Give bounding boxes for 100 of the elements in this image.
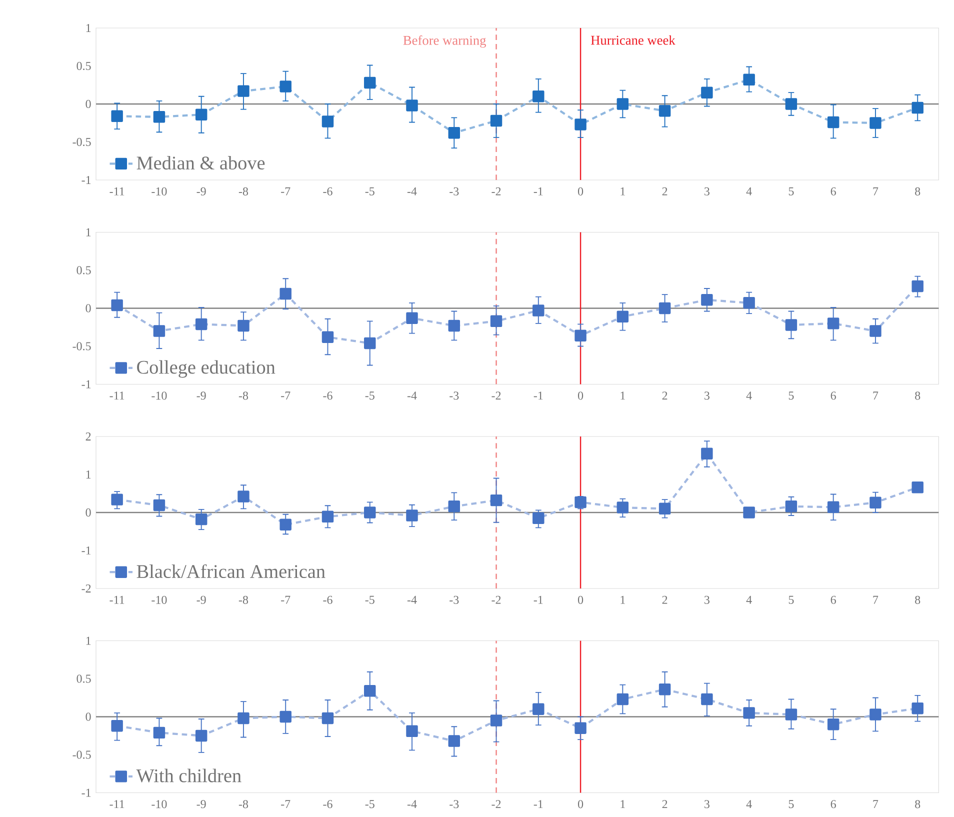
point — [912, 102, 924, 114]
x-tick-label: -2 — [492, 392, 501, 400]
x-tick-label: -11 — [110, 800, 124, 808]
y-tick-label: -0.5 — [72, 750, 91, 759]
point — [195, 318, 208, 330]
point — [322, 510, 334, 523]
x-tick-label: -4 — [407, 392, 417, 400]
x-tick-label: -6 — [323, 187, 332, 196]
x-tick-label: 5 — [788, 800, 794, 808]
legend-label: With children — [136, 768, 242, 782]
y-tick-label: 0 — [86, 712, 91, 721]
point — [658, 502, 671, 515]
x-tick-label: -3 — [450, 392, 459, 400]
legend-label: Median & above — [136, 156, 265, 170]
point — [870, 708, 882, 720]
ref-line-label: Hurricane week — [590, 35, 676, 45]
x-tick-label: 3 — [704, 392, 710, 400]
point — [574, 496, 586, 508]
ref-line-label: Before warning — [403, 35, 486, 48]
point — [238, 85, 250, 97]
x-tick-label: -1 — [534, 392, 543, 400]
y-tick-label: 0.5 — [76, 674, 91, 683]
point — [280, 518, 292, 531]
x-tick-label: 5 — [788, 392, 794, 400]
x-tick-label: 1 — [620, 596, 625, 604]
point — [195, 108, 208, 120]
y-tick-label: 1 — [86, 228, 91, 236]
x-tick-label: -7 — [281, 596, 290, 604]
x-tick-label: -3 — [450, 596, 459, 604]
point — [912, 482, 924, 494]
y-tick-label: 0.5 — [76, 266, 91, 274]
x-tick-label: -10 — [152, 596, 167, 604]
point — [448, 320, 460, 332]
point — [406, 100, 418, 112]
y-tick-label: -1 — [82, 788, 91, 797]
point — [912, 702, 924, 714]
y-tick-label: -1 — [82, 380, 91, 388]
point — [827, 116, 840, 128]
point — [153, 499, 166, 512]
point — [364, 76, 376, 89]
x-tick-label: 2 — [662, 800, 668, 808]
x-tick-label: -3 — [450, 800, 459, 808]
point — [743, 707, 755, 719]
point — [743, 506, 755, 518]
x-tick-label: -10 — [152, 800, 167, 808]
x-tick-label: 3 — [704, 800, 710, 808]
point — [616, 502, 629, 514]
point — [448, 126, 460, 139]
x-tick-label: 0 — [578, 596, 584, 604]
point — [153, 325, 166, 337]
x-tick-label: -1 — [534, 596, 543, 604]
point — [406, 725, 418, 738]
x-tick-label: 6 — [830, 392, 836, 400]
x-tick-label: 8 — [915, 392, 920, 400]
x-tick-label: 8 — [915, 187, 920, 196]
x-tick-label: -9 — [196, 187, 206, 196]
x-tick-label: 4 — [746, 187, 752, 196]
x-tick-label: -9 — [196, 596, 206, 604]
y-tick-label: 0 — [86, 508, 91, 517]
x-tick-label: -1 — [534, 187, 543, 196]
y-tick-label: 0.5 — [76, 62, 91, 70]
point — [532, 512, 544, 524]
x-tick-label: 8 — [915, 596, 920, 604]
point — [153, 111, 166, 123]
x-tick-label: 5 — [788, 187, 794, 196]
point — [448, 500, 460, 512]
point — [827, 318, 840, 330]
x-tick-label: -8 — [238, 596, 248, 604]
x-tick-label: 5 — [788, 596, 794, 604]
y-tick-label: 0 — [86, 100, 91, 108]
point — [532, 304, 544, 316]
point — [574, 722, 586, 734]
point — [658, 104, 671, 117]
point — [658, 302, 671, 314]
point — [870, 117, 882, 129]
x-tick-label: -6 — [323, 596, 332, 604]
point — [785, 500, 798, 512]
point — [701, 86, 713, 98]
point — [238, 320, 250, 332]
x-tick-label: -2 — [492, 187, 501, 196]
y-tick-label: 1 — [86, 636, 91, 645]
y-tick-label: -1 — [82, 546, 91, 554]
x-tick-label: -1 — [534, 800, 543, 808]
x-tick-label: -10 — [152, 392, 167, 400]
y-tick-label: -0.5 — [72, 342, 91, 350]
x-tick-label: 4 — [746, 800, 752, 808]
x-tick-label: -7 — [281, 800, 290, 808]
point — [364, 337, 376, 350]
x-tick-label: -9 — [196, 392, 206, 400]
x-tick-label: -2 — [492, 800, 501, 808]
point — [238, 490, 250, 502]
x-tick-label: 6 — [830, 800, 836, 808]
point — [322, 116, 334, 128]
x-tick-label: 3 — [704, 596, 710, 604]
point — [658, 684, 671, 696]
point — [406, 312, 418, 324]
x-tick-label: -5 — [365, 187, 374, 196]
point — [701, 448, 713, 460]
x-tick-label: -11 — [110, 187, 124, 196]
x-tick-label: 2 — [662, 187, 668, 196]
